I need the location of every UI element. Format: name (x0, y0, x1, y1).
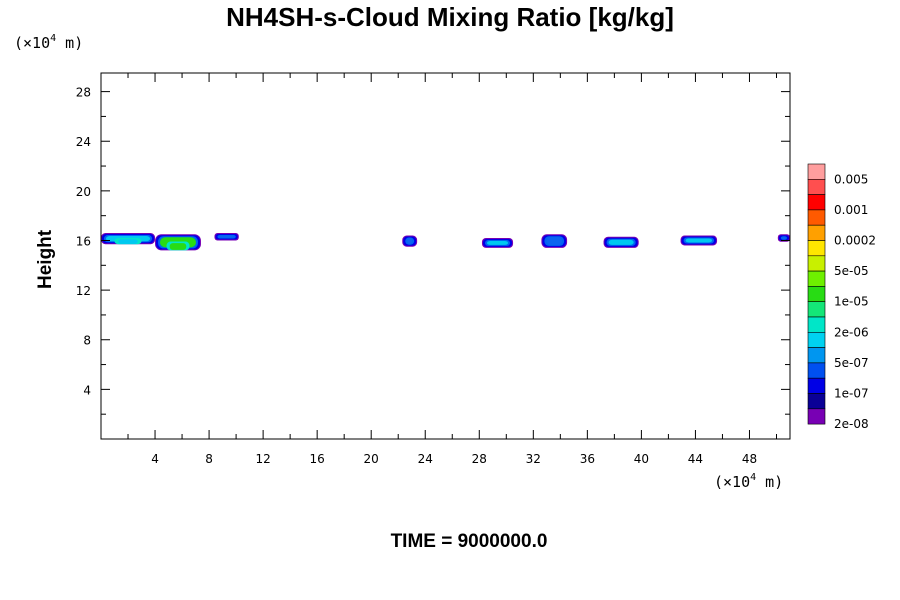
x-tick-label: 24 (418, 452, 433, 466)
colorbar-label: 0.005 (834, 172, 868, 186)
x-tick-label: 28 (472, 452, 487, 466)
cloud-patch (101, 233, 156, 245)
cloud-patch (541, 234, 568, 248)
plot-frame (100, 72, 791, 440)
cloud-inner (608, 239, 634, 245)
colorbar-label: 0.001 (834, 203, 868, 217)
colorbar-swatch (807, 331, 826, 348)
colorbar-swatch (807, 224, 826, 241)
y-tick-label: 20 (76, 185, 91, 199)
x-unit-suffix: m) (756, 473, 784, 491)
x-tick-label: 8 (205, 452, 213, 466)
colorbar-swatch (807, 316, 826, 333)
y-tick-label: 16 (76, 234, 91, 248)
x-tick-label: 16 (310, 452, 325, 466)
x-unit-exponent: 4 (750, 472, 757, 483)
colorbar-swatch (807, 301, 826, 318)
cloud-inner (685, 238, 713, 243)
colorbar-label: 1e-07 (834, 387, 869, 401)
colorbar-label: 2e-08 (834, 417, 869, 431)
colorbar-swatch (807, 270, 826, 287)
colorbar-label: 0.0002 (834, 234, 876, 248)
chart-title: NH4SH-s-Cloud Mixing Ratio [kg/kg] (226, 2, 674, 32)
cloud-patch (680, 235, 718, 246)
colorbar-swatch (807, 163, 826, 180)
colorbar-label: 5e-05 (834, 264, 869, 278)
cloud-patch (777, 234, 790, 242)
x-axis-unit: (×104 m) (714, 472, 784, 491)
colorbar-swatch (807, 240, 826, 257)
x-tick-label: 36 (580, 452, 595, 466)
x-tick-label: 44 (688, 452, 703, 466)
y-unit-suffix: m) (56, 34, 84, 52)
colorbar-swatch (807, 362, 826, 379)
y-unit-prefix: (×10 (14, 34, 51, 52)
cloud-patch (155, 234, 201, 251)
y-tick-label: 8 (83, 334, 91, 348)
x-tick-label: 32 (526, 452, 541, 466)
y-tick-label: 4 (83, 383, 91, 397)
cloud-inner (407, 238, 413, 244)
colorbar-label: 2e-06 (834, 325, 869, 339)
colorbar-swatch (807, 209, 826, 226)
cloud-inner (782, 237, 785, 239)
cloud-core-peak (169, 243, 187, 250)
colorbar-swatch (807, 194, 826, 211)
y-unit-exponent: 4 (50, 33, 57, 44)
x-tick-label: 4 (151, 452, 159, 466)
x-tick-label: 12 (255, 452, 270, 466)
colorbar-swatch (807, 377, 826, 394)
colorbar-swatch (807, 255, 826, 272)
cloud-inner (219, 236, 234, 238)
colorbar-swatch (807, 408, 826, 425)
x-tick-label: 20 (364, 452, 379, 466)
cloud-core-peak (118, 239, 138, 244)
cloud-patch (214, 233, 239, 241)
cloud-inner (486, 241, 509, 245)
colorbar-swatch (807, 393, 826, 410)
colorbar-swatch (807, 286, 826, 302)
y-tick-label: 24 (76, 135, 91, 149)
y-tick-label: 12 (76, 284, 91, 298)
colorbar-swatch (807, 347, 826, 364)
y-axis-unit: (×104 m) (14, 33, 84, 52)
cloud-patch (402, 235, 418, 247)
cloud-patch (603, 236, 639, 248)
time-footer: TIME = 9000000.0 (390, 531, 548, 552)
colorbar-label: 1e-05 (834, 295, 869, 309)
x-tick-label: 48 (742, 452, 757, 466)
colorbar-swatch (807, 179, 826, 195)
colorbar-label: 5e-07 (834, 356, 869, 370)
y-tick-label: 28 (76, 86, 91, 100)
x-unit-prefix: (×10 (714, 473, 751, 491)
cloud-patch (481, 238, 514, 248)
x-tick-label: 40 (634, 452, 649, 466)
cloud-inner (546, 237, 563, 245)
